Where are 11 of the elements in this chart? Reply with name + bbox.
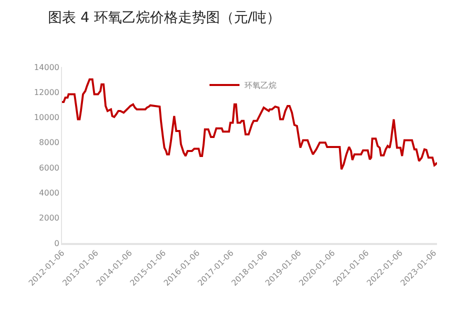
y-tick-label: 14000: [34, 62, 60, 72]
y-tick-label: 4000: [39, 188, 60, 198]
y-tick-label: 6000: [39, 163, 60, 172]
legend-label: 环氧乙烷: [244, 81, 276, 90]
y-tick-label: 10000: [34, 113, 60, 122]
y-tick-label: 2000: [39, 214, 60, 223]
y-tick-label: 0: [54, 238, 60, 248]
line-series: [62, 78, 437, 170]
chart-title: 图表 4 环氧乙烷价格走势图（元/吨）: [48, 10, 281, 26]
y-tick-label: 12000: [34, 88, 60, 97]
y-tick-label: 8000: [39, 138, 60, 148]
